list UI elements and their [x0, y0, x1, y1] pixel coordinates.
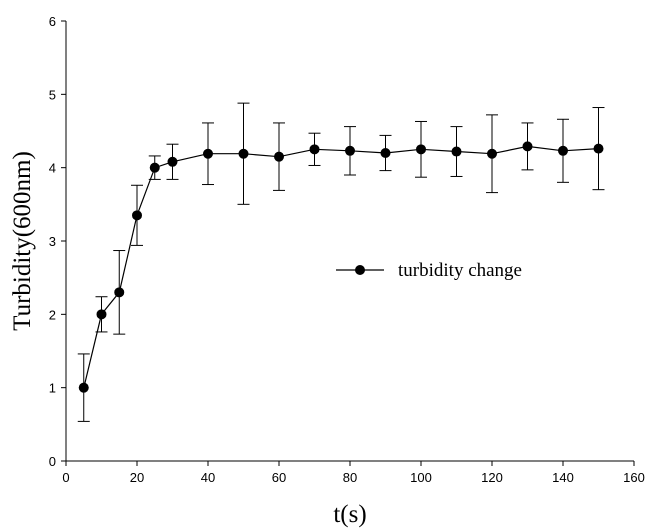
- data-point: [522, 141, 533, 152]
- data-point: [149, 162, 160, 173]
- x-tick-label: 120: [481, 470, 503, 485]
- data-point: [274, 151, 284, 162]
- legend-marker: [355, 265, 365, 275]
- x-tick-label: 40: [201, 470, 215, 485]
- data-point: [78, 382, 89, 393]
- x-tick-label: 140: [552, 470, 574, 485]
- series-line: [83, 145, 599, 388]
- y-tick-label: 3: [49, 234, 56, 249]
- y-tick-label: 6: [49, 14, 56, 29]
- data-point: [203, 148, 213, 159]
- y-tick-label: 2: [49, 307, 56, 322]
- legend: turbidity change: [336, 260, 522, 281]
- data-point: [416, 144, 426, 155]
- x-tick-label: 80: [343, 470, 357, 485]
- x-ticks: 0 20 40 60 80 100 120 140 160: [62, 461, 645, 485]
- x-tick-label: 0: [62, 470, 69, 485]
- data-point: [558, 145, 568, 156]
- y-tick-label: 4: [49, 161, 56, 176]
- x-tick-label: 100: [410, 470, 432, 485]
- y-axis-title: Turbidity(600nm): [9, 151, 36, 331]
- plot-area: [77, 102, 605, 422]
- y-tick-label: 5: [49, 87, 56, 102]
- data-point: [345, 145, 355, 156]
- data-point: [487, 148, 497, 159]
- y-tick-label: 1: [49, 381, 56, 396]
- data-point: [96, 309, 107, 320]
- data-point: [451, 146, 462, 157]
- data-point: [309, 144, 320, 155]
- data-point: [114, 287, 125, 298]
- x-tick-label: 160: [623, 470, 645, 485]
- x-axis-title: t(s): [333, 501, 366, 528]
- legend-label: turbidity change: [398, 260, 522, 281]
- data-point: [167, 156, 178, 167]
- x-tick-label: 20: [130, 470, 144, 485]
- data-point: [238, 148, 249, 159]
- data-point: [380, 148, 391, 158]
- y-tick-label: 0: [49, 454, 56, 469]
- x-tick-label: 60: [272, 470, 286, 485]
- data-point: [132, 210, 142, 221]
- y-ticks: 0 1 2 3 4 5 6: [49, 14, 66, 469]
- data-point: [593, 143, 604, 154]
